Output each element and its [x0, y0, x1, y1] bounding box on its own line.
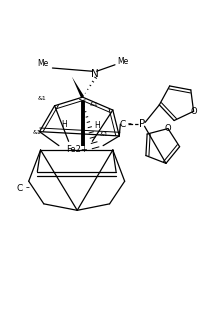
Text: &1: &1	[33, 130, 42, 135]
Text: Me: Me	[37, 59, 48, 68]
Text: H: H	[94, 121, 100, 130]
Text: –: –	[25, 184, 29, 192]
Text: C: C	[119, 120, 126, 129]
Text: &1: &1	[90, 102, 99, 107]
Text: O: O	[165, 124, 171, 133]
Text: H: H	[61, 120, 67, 129]
Text: P: P	[139, 119, 145, 129]
Text: N: N	[91, 70, 98, 79]
Text: C: C	[17, 184, 23, 193]
Text: –: –	[128, 119, 132, 128]
Polygon shape	[72, 77, 84, 98]
Text: Me: Me	[117, 57, 128, 66]
Text: Fe2+: Fe2+	[66, 146, 88, 154]
Text: &1: &1	[100, 132, 108, 137]
Text: &1: &1	[37, 96, 46, 101]
Text: O: O	[190, 107, 197, 116]
